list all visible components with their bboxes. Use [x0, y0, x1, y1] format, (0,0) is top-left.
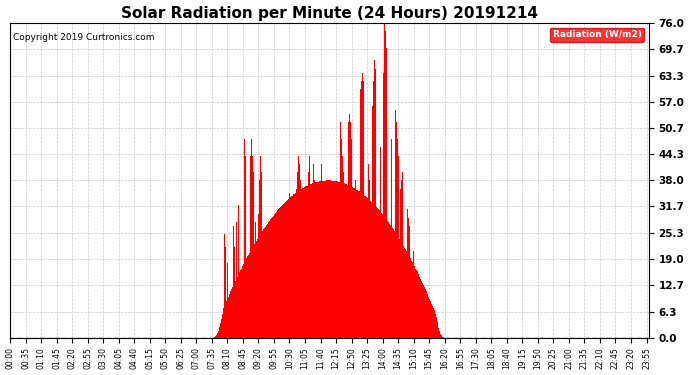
Text: Copyright 2019 Curtronics.com: Copyright 2019 Curtronics.com: [13, 33, 155, 42]
Title: Solar Radiation per Minute (24 Hours) 20191214: Solar Radiation per Minute (24 Hours) 20…: [121, 6, 538, 21]
Legend: Radiation (W/m2): Radiation (W/m2): [550, 28, 644, 42]
